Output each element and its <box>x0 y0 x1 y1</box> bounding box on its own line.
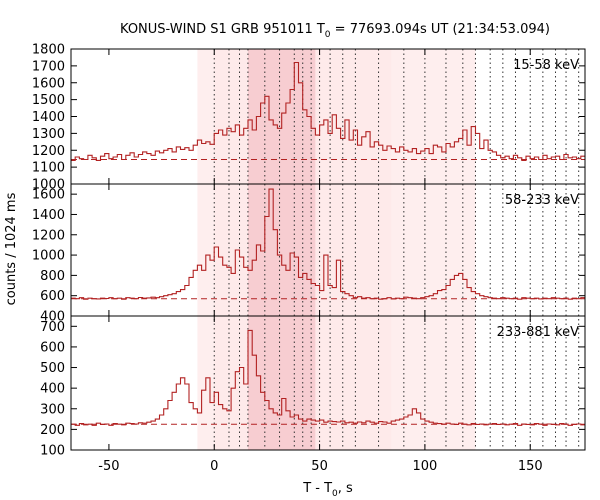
y-tick-label: 1600 <box>32 76 65 91</box>
y-tick-label: 1200 <box>32 228 65 243</box>
light-curve-1 <box>71 61 585 161</box>
y-tick-label: 1400 <box>32 208 65 223</box>
light-curve-3 <box>71 329 585 426</box>
x-axis-label: T - T0, s <box>302 481 353 499</box>
x-tick-labels: -50 0 50 100 150 <box>98 459 542 474</box>
band-label: 58-233 keV <box>505 193 579 208</box>
y-tick-label: 200 <box>40 423 65 438</box>
y-tick-label: 300 <box>40 402 65 417</box>
y-tick-label: 600 <box>40 289 65 304</box>
panel-frame <box>70 315 586 451</box>
y-tick-label: 1400 <box>32 110 65 125</box>
y-tick-label: 400 <box>40 382 65 397</box>
chart-title: KONUS-WIND S1 GRB 951011 T0 = 77693.094s… <box>120 22 550 40</box>
y-axis-label: counts / 1024 ms <box>4 192 19 305</box>
x-tick-label: 0 <box>210 459 218 474</box>
y-tick-label: 1000 <box>32 178 65 193</box>
band-label: 15-58 keV <box>513 58 579 73</box>
band-label: 233-881 keV <box>497 325 580 340</box>
y-tick-label: 1300 <box>32 127 65 142</box>
y-tick-label: 100 <box>40 444 65 459</box>
y-tick-label: 1700 <box>32 59 65 74</box>
x-tick-label: -50 <box>98 459 119 474</box>
y-tick-label: 400 <box>40 310 65 325</box>
y-tick-label: 1800 <box>32 43 65 58</box>
x-tick-label: 50 <box>311 459 328 474</box>
panels: 10001100120013001400150016001700180015-5… <box>32 43 586 474</box>
y-tick-label: 1600 <box>32 188 65 203</box>
y-tick-label: 1500 <box>32 93 65 108</box>
y-tick-label: 1100 <box>32 161 65 176</box>
x-tick-label: 100 <box>412 459 437 474</box>
y-tick-label: 600 <box>40 340 65 355</box>
x-tick-label: 150 <box>518 459 543 474</box>
panel-3: 100 200 300 400 500 600 700 233-881 keV <box>40 315 586 459</box>
y-tick-label: 1200 <box>32 144 65 159</box>
panel-2: 400 600 800 1000 1200 1400 1600 58-233 keV <box>32 183 586 325</box>
shaded-interval-2 <box>247 49 316 450</box>
y-tick-label: 500 <box>40 361 65 376</box>
y-tick-label: 800 <box>40 269 65 284</box>
light-curve-2 <box>71 188 585 300</box>
y-tick-label: 1000 <box>32 249 65 264</box>
y-tick-label: 700 <box>40 320 65 335</box>
